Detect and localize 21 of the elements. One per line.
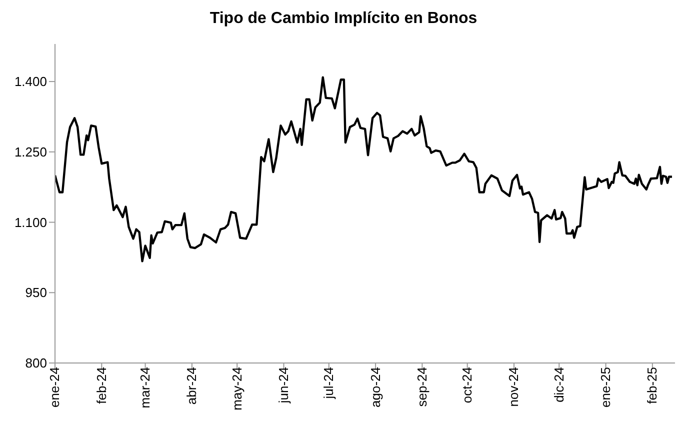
x-tick-label: ago-24 — [368, 367, 383, 408]
line-series — [55, 76, 674, 262]
y-tick-label: 1.250 — [14, 144, 47, 160]
x-tick-label: oct-24 — [460, 367, 475, 404]
x-tick-label: dic-24 — [551, 367, 566, 402]
y-tick-label: 950 — [25, 285, 47, 300]
x-tick-label: jul-24 — [321, 367, 336, 400]
x-tick-label: ene-24 — [47, 367, 62, 408]
y-tick-label: 1.100 — [14, 214, 47, 230]
x-tick-label: may-24 — [229, 367, 244, 410]
x-tick-label: feb-24 — [94, 367, 109, 404]
x-tick-label: jun-24 — [276, 367, 291, 404]
y-tick-label: 1.400 — [14, 74, 47, 90]
chart-title: Tipo de Cambio Implícito en Bonos — [208, 9, 478, 29]
x-tick-label: sep-24 — [414, 367, 430, 407]
y-tick-label: 800 — [25, 356, 47, 371]
x-tick-label: abr-24 — [184, 367, 200, 405]
x-tick-label: nov-24 — [506, 367, 522, 407]
x-tick-label: feb-25 — [644, 367, 660, 404]
x-tick-label: ene-25 — [598, 367, 614, 408]
x-tick-label: mar-24 — [138, 367, 153, 408]
